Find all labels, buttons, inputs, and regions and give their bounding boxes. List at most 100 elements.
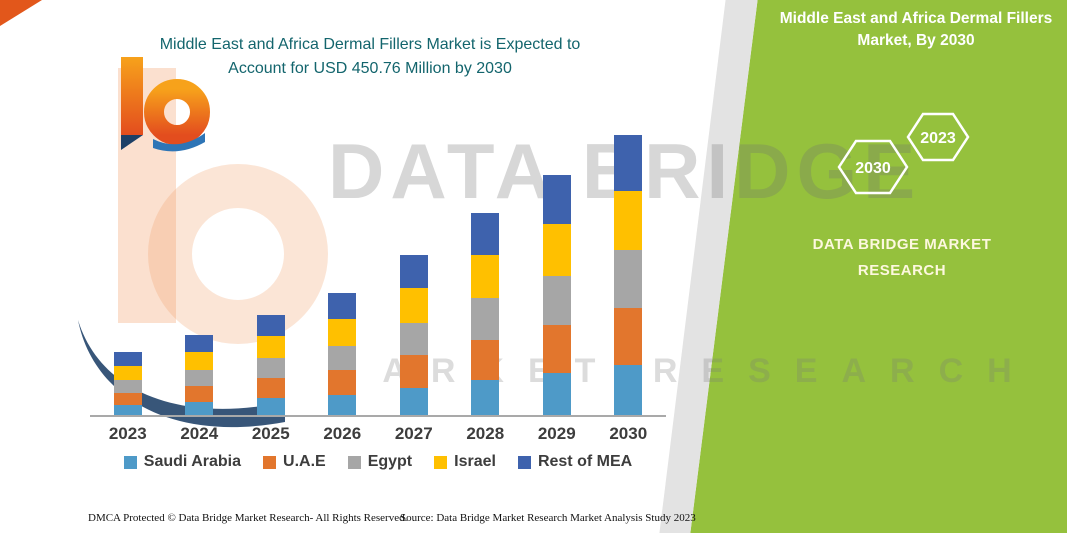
bar-stack — [328, 293, 357, 415]
hexagon-year-right: 2023 — [920, 130, 956, 147]
bar-stack — [185, 334, 214, 415]
bar-segment — [471, 380, 500, 415]
footer-copyright: DMCA Protected © Data Bridge Market Rese… — [88, 512, 408, 524]
bar-segment — [542, 324, 571, 374]
bar-column-2026 — [307, 130, 379, 415]
bar-segment — [256, 357, 285, 379]
legend-label: Rest of MEA — [537, 453, 633, 470]
bar-segment — [185, 402, 214, 415]
bar-segment — [614, 365, 643, 415]
legend-swatch — [517, 455, 531, 469]
legend-label: Egypt — [367, 453, 413, 470]
bar-stack — [399, 254, 428, 415]
bar-column-2025 — [235, 130, 307, 415]
footer-source: Source: Data Bridge Market Research Mark… — [400, 512, 696, 524]
bar-stack — [113, 352, 142, 415]
legend: Saudi Arabia U.A.E Egypt Israel Rest of MEA — [82, 453, 674, 471]
legend-swatch — [347, 455, 361, 469]
bar-segment — [185, 385, 214, 402]
x-tick-label: 2029 — [537, 424, 576, 443]
bar-stack — [471, 213, 500, 415]
bar-column-2030 — [593, 130, 665, 415]
x-axis-line — [90, 415, 666, 417]
x-tick-label: 2026 — [323, 424, 362, 443]
legend-item: Egypt — [347, 453, 413, 471]
bar-column-2023 — [92, 130, 164, 415]
bar-segment — [185, 352, 214, 370]
hexagon-2023 — [906, 112, 970, 162]
bar-segment — [113, 352, 142, 367]
bar-segment — [256, 336, 285, 358]
bar-stack — [542, 175, 571, 415]
data-bridge-logo — [121, 57, 210, 152]
bar-segment — [328, 345, 357, 371]
bar-column-2029 — [521, 130, 593, 415]
bar-segment — [328, 318, 357, 346]
bar-segment — [113, 392, 142, 406]
chart-title: Middle East and Africa Dermal Fillers Ma… — [110, 33, 630, 81]
bar-segment — [542, 373, 571, 415]
x-labels: 2023 2024 2025 2026 2027 2028 2029 2030 — [92, 424, 664, 444]
bar-segment — [185, 369, 214, 386]
legend-item: U.A.E — [263, 453, 326, 471]
bar-segment — [471, 254, 500, 299]
bar-column-2027 — [378, 130, 450, 415]
legend-label: Saudi Arabia — [143, 453, 242, 470]
hexagon-year-left: 2030 — [855, 160, 891, 177]
bar-segment — [256, 378, 285, 399]
bar-segment — [471, 339, 500, 381]
bar-segment — [542, 275, 571, 325]
corner-accent-triangle — [0, 0, 42, 26]
bar-columns — [92, 130, 664, 415]
watermark-text-market-research: MARKET RESEARCH — [330, 352, 1036, 390]
side-heading-line1: Middle East and Africa Dermal Fillers — [779, 10, 1053, 27]
bar-segment — [399, 387, 428, 415]
brand-line2: RESEARCH — [857, 262, 947, 279]
bar-segment — [328, 370, 357, 395]
bar-segment — [614, 190, 643, 251]
bar-segment — [399, 287, 428, 323]
bar-segment — [113, 366, 142, 381]
chart-title-line2: Account for USD 450.76 Million by 2030 — [228, 60, 512, 77]
bar-segment — [614, 250, 643, 309]
hexagon-2030 — [837, 139, 909, 195]
side-heading-line2: Market, By 2030 — [857, 32, 975, 49]
legend-item: Israel — [434, 453, 496, 471]
side-panel-heading: Middle East and Africa Dermal Fillers Ma… — [772, 8, 1060, 52]
brand-wordmark: DATA BRIDGE MARKET RESEARCH — [788, 232, 1016, 284]
x-tick-label: 2025 — [251, 424, 290, 443]
bar-segment — [113, 380, 142, 393]
bar-stack — [614, 135, 643, 415]
x-tick-label: 2028 — [466, 424, 505, 443]
bar-segment — [542, 175, 571, 225]
bar-segment — [471, 298, 500, 340]
legend-swatch — [434, 455, 448, 469]
bar-segment — [399, 254, 428, 288]
year-hexagons: 2030 2023 — [837, 112, 970, 195]
brand-line1: DATA BRIDGE MARKET — [812, 236, 992, 253]
legend-label: Israel — [454, 453, 496, 470]
bar-segment — [399, 355, 428, 388]
legend-swatch — [123, 455, 137, 469]
legend-item: Saudi Arabia — [123, 453, 242, 471]
bar-segment — [185, 334, 214, 353]
x-tick-label: 2023 — [108, 424, 147, 443]
legend-item: Rest of MEA — [517, 453, 633, 471]
bar-stack — [256, 315, 285, 415]
legend-swatch — [263, 455, 277, 469]
bar-segment — [113, 405, 142, 415]
chart-title-line1: Middle East and Africa Dermal Fillers Ma… — [159, 36, 581, 53]
bar-column-2024 — [164, 130, 236, 415]
bar-segment — [328, 293, 357, 319]
bar-segment — [614, 135, 643, 191]
bar-segment — [256, 398, 285, 415]
bar-column-2028 — [450, 130, 522, 415]
bar-segment — [256, 315, 285, 337]
bar-segment — [542, 224, 571, 276]
bar-segment — [614, 308, 643, 366]
bar-segment — [399, 322, 428, 356]
bar-segment — [328, 394, 357, 415]
x-tick-label: 2030 — [609, 424, 648, 443]
